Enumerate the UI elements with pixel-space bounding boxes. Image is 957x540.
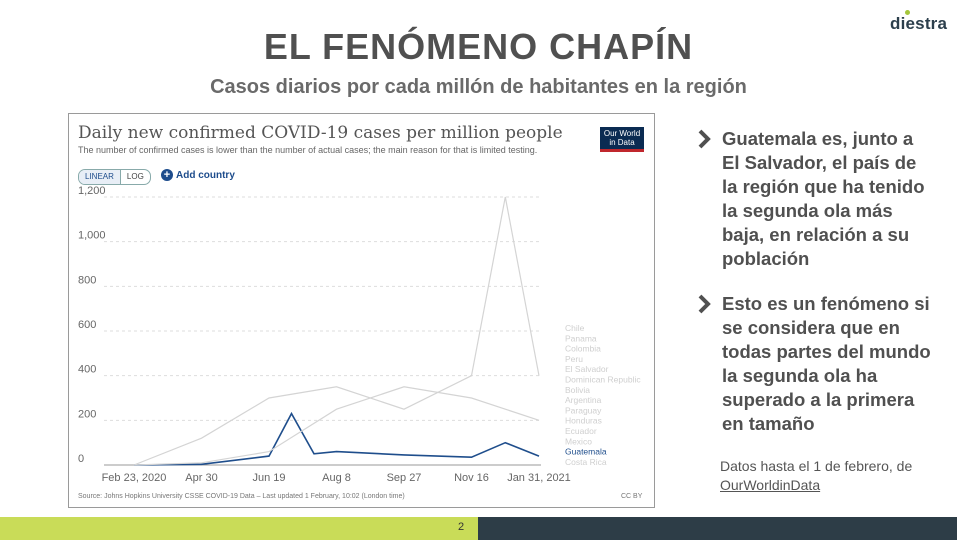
log-scale-button[interactable]: LOG — [126, 172, 144, 181]
y-tick-label: 800 — [78, 274, 96, 286]
legend-item-dominican-republic: Dominican Republic — [565, 375, 641, 385]
x-tick-label: Aug 8 — [322, 472, 351, 484]
add-country-button[interactable]: + Add country — [161, 169, 235, 181]
page-number: 2 — [458, 521, 465, 533]
y-tick-label: 200 — [78, 408, 96, 420]
y-tick-label: 400 — [78, 364, 96, 376]
chart-license: CC BY — [621, 493, 643, 500]
legend-item-ecuador: Ecuador — [565, 426, 597, 436]
logo-wordmark: diestra — [890, 14, 948, 33]
owid-chart: Daily new confirmed COVID-19 cases per m… — [68, 113, 655, 508]
chart-title: Daily new confirmed COVID-19 cases per m… — [78, 123, 563, 143]
footer-bar-right — [478, 517, 957, 540]
owid-logo: Our World in Data — [600, 127, 644, 152]
legend-item-chile: Chile — [565, 323, 585, 333]
chart-plot-area: 0 200 400 600 800 1,000 1,200 Feb 23, 2020 Apr 3… — [78, 185, 641, 484]
logo-dot-icon — [905, 10, 910, 15]
x-tick-label: Sep 27 — [387, 472, 422, 484]
linear-scale-button[interactable]: LINEAR — [79, 170, 121, 184]
legend-item-peru: Peru — [565, 354, 583, 364]
legend-item-argentina: Argentina — [565, 395, 602, 405]
y-tick-label: 1,200 — [78, 185, 106, 197]
scale-toggle: LINEAR LOG — [78, 169, 151, 185]
y-tick-label: 600 — [78, 319, 96, 331]
ourworldindata-link[interactable]: OurWorldinData — [720, 477, 821, 493]
diestra-logo: diestra — [884, 10, 948, 38]
owid-logo-line2: in Data — [609, 138, 635, 147]
legend-item-costa-rica: Costa Rica — [565, 457, 607, 467]
x-tick-label: Feb 23, 2020 — [102, 472, 167, 484]
x-tick-label: Apr 30 — [185, 472, 217, 484]
chevron-right-icon — [698, 129, 711, 149]
legend-item-el-salvador: El Salvador — [565, 364, 609, 374]
slide-title: EL FENÓMENO CHAPÍN — [263, 26, 694, 67]
legend-item-paraguay: Paraguay — [565, 405, 602, 415]
data-note: Datos hasta el 1 de febrero, de OurWorld… — [720, 457, 930, 495]
slide-subtitle: Casos diarios por cada millón de habitan… — [210, 76, 747, 98]
chevron-right-icon — [698, 294, 711, 314]
x-tick-label: Nov 16 — [454, 472, 489, 484]
bullet-1-text: Guatemala es, junto a El Salvador, el pa… — [722, 128, 925, 269]
series-line-guatemala — [133, 411, 540, 466]
add-country-label: Add country — [176, 169, 235, 181]
x-tick-label: Jun 19 — [252, 472, 285, 484]
legend-item-bolivia: Bolivia — [565, 385, 590, 395]
chart-subtitle: The number of confirmed cases is lower t… — [78, 145, 538, 155]
y-tick-label: 0 — [78, 453, 84, 465]
legend-item-honduras: Honduras — [565, 416, 602, 426]
chart-source: Source: Johns Hopkins University CSSE CO… — [78, 493, 405, 500]
x-tick-label: Jan 31, 2021 — [507, 472, 571, 484]
legend-item-colombia: Colombia — [565, 344, 601, 354]
legend-item-panama: Panama — [565, 333, 597, 343]
legend-item-guatemala: Guatemala — [565, 447, 607, 457]
owid-logo-line1: Our World — [603, 129, 641, 138]
y-tick-label: 1,000 — [78, 230, 106, 242]
footer-bar-left — [0, 517, 478, 540]
legend-item-mexico: Mexico — [565, 436, 592, 446]
series-line-costa-rica — [133, 386, 540, 466]
plus-icon: + — [161, 169, 173, 181]
data-note-text: Datos hasta el 1 de febrero, de — [720, 458, 913, 474]
bullet-2-text: Esto es un fenómeno si se considera que … — [722, 293, 931, 434]
